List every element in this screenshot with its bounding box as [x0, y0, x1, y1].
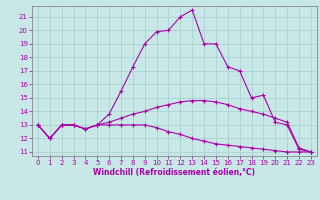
X-axis label: Windchill (Refroidissement éolien,°C): Windchill (Refroidissement éolien,°C)	[93, 168, 255, 177]
